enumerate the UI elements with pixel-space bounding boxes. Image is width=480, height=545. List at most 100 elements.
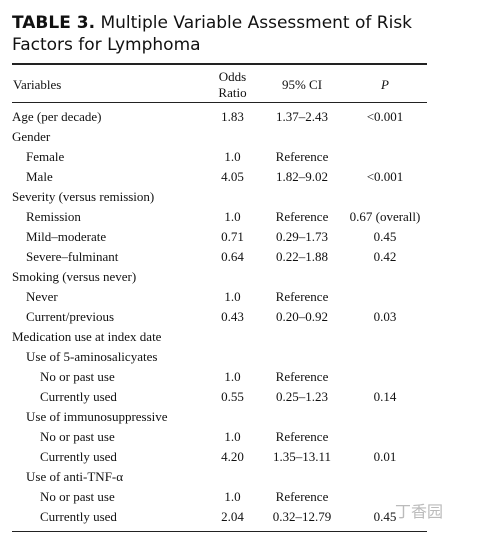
table-row: Female 1.0 Reference — [12, 147, 427, 167]
row-label: No or past use — [40, 489, 115, 504]
table-caption: Multiple Variable Assessment of Risk Fac… — [12, 13, 413, 55]
confidence-interval: 0.32–12.79 — [261, 507, 343, 532]
confidence-interval: Reference — [275, 369, 329, 384]
table-row: No or past use 1.0 Reference — [12, 427, 427, 447]
confidence-interval: Reference — [275, 289, 329, 304]
row-label: Severity (versus remission) — [12, 189, 155, 204]
column-header: 95% CI — [261, 68, 343, 103]
table-row: Gender — [12, 127, 427, 147]
confidence-interval — [261, 407, 343, 427]
confidence-interval — [261, 267, 343, 287]
p-value — [343, 407, 427, 427]
odds-ratio: 1.83 — [221, 109, 244, 124]
odds-ratio: 0.55 — [221, 389, 244, 404]
odds-ratio: 1.0 — [224, 209, 241, 224]
p-value — [343, 127, 427, 147]
p-value — [343, 427, 427, 447]
p-value: <0.001 — [366, 109, 404, 124]
table-row: Remission 1.0 Reference 0.67 (overall) — [12, 207, 427, 227]
row-label: Mild–moderate — [26, 229, 107, 244]
row-label: Remission — [26, 209, 81, 224]
table-row: Male 4.05 1.82–9.02 <0.001 — [12, 167, 427, 187]
top-rule — [12, 63, 427, 65]
table-row: Severity (versus remission) — [12, 187, 427, 207]
row-label: Severe–fulminant — [26, 249, 119, 264]
p-value: 0.01 — [373, 449, 397, 464]
confidence-interval: 0.22–1.88 — [276, 249, 328, 264]
table-row: Currently used 0.55 0.25–1.23 0.14 — [12, 387, 427, 407]
table-row: Medication use at index date — [12, 327, 427, 347]
table-row: No or past use 1.0 Reference — [12, 367, 427, 387]
p-value — [343, 367, 427, 387]
table-row: Use of 5-aminosalicyates — [12, 347, 427, 367]
row-label: Currently used — [40, 389, 117, 404]
confidence-interval: Reference — [275, 489, 329, 504]
odds-ratio: 1.0 — [224, 489, 241, 504]
p-value: <0.001 — [366, 169, 404, 184]
confidence-interval: 0.20–0.92 — [276, 309, 328, 324]
confidence-interval — [261, 467, 343, 487]
row-label: No or past use — [40, 369, 115, 384]
p-value: 0.45 — [373, 229, 397, 244]
confidence-interval — [261, 127, 343, 147]
table-row: Currently used 2.04 0.32–12.79 0.45 — [12, 507, 427, 532]
odds-ratio — [204, 267, 261, 287]
confidence-interval — [261, 187, 343, 207]
p-value — [343, 187, 427, 207]
row-label: Never — [26, 289, 58, 304]
odds-ratio — [204, 407, 261, 427]
odds-ratio: 1.0 — [224, 429, 241, 444]
table-row: Severe–fulminant 0.64 0.22–1.88 0.42 — [12, 247, 427, 267]
table-label: TABLE 3. — [12, 13, 96, 33]
row-label: Use of anti-TNF-α — [26, 469, 124, 484]
header-row: Variables Odds Ratio 95% CI P — [12, 68, 427, 103]
row-label: Currently used — [12, 507, 204, 532]
row-label: Male — [26, 169, 53, 184]
odds-ratio — [204, 127, 261, 147]
confidence-interval: 1.35–13.11 — [272, 449, 332, 464]
odds-ratio — [204, 327, 261, 347]
table-row: No or past use 1.0 Reference — [12, 487, 427, 507]
table-row: Current/previous 0.43 0.20–0.92 0.03 — [12, 307, 427, 327]
column-header: Variables — [12, 68, 204, 103]
row-label: Use of immunosuppressive — [26, 409, 168, 424]
confidence-interval: 0.29–1.73 — [276, 229, 328, 244]
odds-ratio: 4.20 — [221, 449, 244, 464]
p-value — [343, 347, 427, 367]
table-row: Mild–moderate 0.71 0.29–1.73 0.45 — [12, 227, 427, 247]
table: Variables Odds Ratio 95% CI P Age (per d… — [12, 68, 427, 532]
table-row: Smoking (versus never) — [12, 267, 427, 287]
odds-ratio: 1.0 — [224, 149, 241, 164]
row-label: Female — [26, 149, 65, 164]
confidence-interval: Reference — [275, 429, 329, 444]
odds-ratio — [204, 347, 261, 367]
p-value: 0.03 — [373, 309, 397, 324]
column-header: Odds Ratio — [204, 68, 261, 103]
odds-ratio: 0.43 — [221, 309, 244, 324]
p-value: 0.67 (overall) — [349, 209, 421, 224]
odds-ratio: 0.71 — [221, 229, 244, 244]
confidence-interval: Reference — [275, 149, 329, 164]
odds-ratio: 0.64 — [221, 249, 244, 264]
row-label: No or past use — [40, 429, 115, 444]
watermark: 丁香园 — [395, 502, 444, 521]
row-label: Medication use at index date — [12, 329, 162, 344]
confidence-interval: 1.82–9.02 — [276, 169, 328, 184]
table-row: Use of immunosuppressive — [12, 407, 427, 427]
table-title: TABLE 3. Multiple Variable Assessment of… — [12, 12, 432, 56]
confidence-interval — [261, 327, 343, 347]
row-label: Gender — [12, 129, 51, 144]
table-row: Age (per decade) 1.83 1.37–2.43 <0.001 — [12, 103, 427, 128]
confidence-interval — [261, 347, 343, 367]
p-value: 0.42 — [373, 249, 397, 264]
p-value — [343, 267, 427, 287]
row-label: Current/previous — [26, 309, 115, 324]
confidence-interval: Reference — [275, 209, 329, 224]
odds-ratio: 1.0 — [224, 369, 241, 384]
confidence-interval: 0.25–1.23 — [276, 389, 328, 404]
odds-ratio — [204, 467, 261, 487]
p-value — [343, 287, 427, 307]
confidence-interval: 1.37–2.43 — [276, 109, 328, 124]
p-value — [343, 467, 427, 487]
table-row: Currently used 4.20 1.35–13.11 0.01 — [12, 447, 427, 467]
